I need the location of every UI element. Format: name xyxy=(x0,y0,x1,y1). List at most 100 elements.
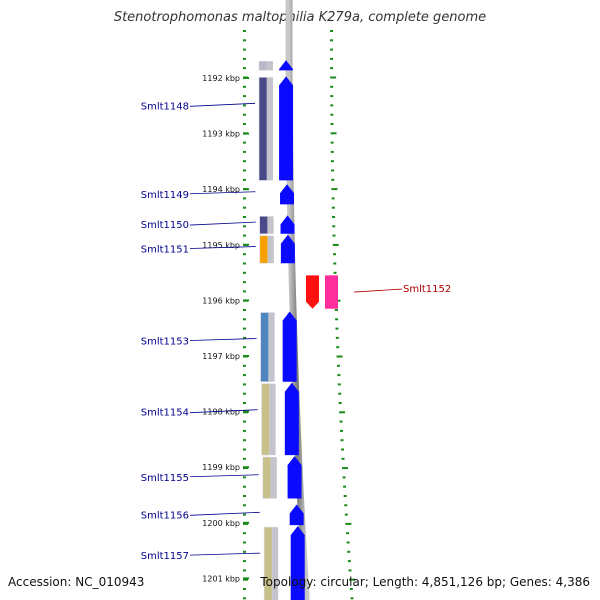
scale-dot-right xyxy=(331,197,335,200)
gene-arrow-forward[interactable] xyxy=(280,234,295,264)
scale-dot-left xyxy=(243,429,246,432)
scale-dot-right xyxy=(330,48,334,51)
gene-arrow-forward[interactable] xyxy=(290,526,305,600)
scale-dot-right xyxy=(334,309,338,311)
gene-label[interactable]: Smlt1154 xyxy=(141,408,189,419)
scale-dot-right xyxy=(330,67,334,70)
scale-dot-left xyxy=(243,448,246,451)
scale-dot-right xyxy=(340,439,344,442)
gene-arrow-forward[interactable] xyxy=(287,456,302,499)
scale-dot-left xyxy=(243,281,246,284)
gene-label-leader xyxy=(189,409,258,414)
gene-label[interactable]: Smlt1153 xyxy=(141,337,189,348)
scale-dot-right xyxy=(348,569,352,572)
scale-dot-right xyxy=(330,132,337,135)
gene-label-leader xyxy=(189,552,261,556)
scale-dot-left xyxy=(243,346,246,349)
scale-dot-right xyxy=(330,123,334,125)
gene-label[interactable]: Smlt1149 xyxy=(141,190,189,201)
gene-arrow-forward[interactable] xyxy=(280,215,295,234)
gene-arrow-forward[interactable] xyxy=(279,76,294,181)
scale-dot-left xyxy=(243,290,246,293)
scale-dot-left xyxy=(243,225,246,228)
scale-dot-left xyxy=(243,550,246,553)
scale-dot-left xyxy=(243,234,246,237)
scale-dot-right xyxy=(344,504,348,507)
scale-dot-left xyxy=(243,30,246,32)
kbp-tick-label: 1195 kbp xyxy=(202,241,240,250)
gene-label[interactable]: Smlt1150 xyxy=(141,220,189,231)
scale-dot-left xyxy=(243,253,246,256)
feature-box-reverse xyxy=(325,275,338,309)
accession-text: Accession: NC_010943 xyxy=(8,575,145,589)
gene-label-leader xyxy=(189,338,257,341)
scale-dot-right xyxy=(347,550,351,553)
feature-box xyxy=(258,77,268,181)
scale-dot-left xyxy=(243,197,246,200)
gene-label-leader xyxy=(189,246,256,249)
scale-dot-left xyxy=(243,569,246,572)
scale-dot-left xyxy=(243,178,246,181)
kbp-tick-mark xyxy=(243,299,249,302)
scale-dot-left xyxy=(243,560,246,563)
kbp-tick-mark xyxy=(243,577,249,580)
scale-dot-left xyxy=(243,457,246,460)
scale-dot-left xyxy=(243,262,246,265)
kbp-tick-mark xyxy=(243,188,249,191)
gene-label[interactable]: Smlt1155 xyxy=(141,473,189,484)
scale-dot-left xyxy=(243,578,248,581)
scale-dot-right xyxy=(341,448,345,451)
scale-dot-left xyxy=(243,85,246,88)
kbp-tick-label: 1194 kbp xyxy=(202,185,240,194)
scale-dot-left xyxy=(243,95,246,98)
scale-dot-left xyxy=(243,420,246,423)
gene-label[interactable]: Smlt1156 xyxy=(141,510,189,521)
scale-dot-right xyxy=(332,234,336,237)
kbp-tick-label: 1193 kbp xyxy=(202,130,240,139)
genome-title: Stenotrophomonas maltophilia K279a, comp… xyxy=(113,10,487,25)
gene-label[interactable]: Smlt1152 xyxy=(403,284,451,295)
gene-arrow-forward[interactable] xyxy=(282,311,297,382)
scale-dot-left xyxy=(243,39,246,42)
feature-box xyxy=(259,235,269,264)
scale-dot-right xyxy=(340,429,344,432)
scale-dot-right xyxy=(331,206,335,209)
scale-dot-right xyxy=(333,271,337,274)
scale-dot-left xyxy=(243,485,246,488)
scale-dot-left xyxy=(243,169,246,172)
scale-dot-right xyxy=(346,541,350,544)
scale-dot-left xyxy=(243,216,246,218)
scale-dot-right xyxy=(344,513,348,516)
gene-arrow-forward[interactable] xyxy=(280,184,295,205)
kbp-tick-mark xyxy=(243,132,249,135)
scale-dot-right xyxy=(349,578,356,581)
feature-shade xyxy=(267,235,274,264)
gene-arrow-forward[interactable] xyxy=(289,504,304,526)
scale-dot-right xyxy=(341,457,345,460)
feature-box xyxy=(260,312,269,382)
scale-dot-right xyxy=(345,532,349,535)
gene-label[interactable]: Smlt1148 xyxy=(141,101,189,112)
gene-arrow-forward[interactable] xyxy=(279,60,294,71)
scale-dot-left xyxy=(243,206,246,209)
scale-dot-right xyxy=(335,318,339,321)
scale-dot-right xyxy=(331,188,338,191)
feature-box xyxy=(259,185,268,205)
scale-dot-right xyxy=(337,374,341,377)
gene-arrow-forward[interactable] xyxy=(284,382,299,456)
gene-arrow-reverse[interactable] xyxy=(306,275,319,309)
feature-box xyxy=(263,505,272,526)
kbp-tick-mark xyxy=(243,521,249,524)
scale-dot-left xyxy=(243,271,246,274)
scale-dot-left xyxy=(243,532,246,535)
scale-dot-left xyxy=(243,150,246,153)
scale-dot-right xyxy=(339,420,343,423)
scale-dot-right xyxy=(335,336,339,339)
scale-dot-right xyxy=(336,355,343,358)
feature-box xyxy=(258,60,268,71)
gene-label[interactable]: Smlt1151 xyxy=(141,245,189,256)
feature-shade xyxy=(272,527,279,600)
scale-dot-right xyxy=(339,411,346,414)
gene-label[interactable]: Smlt1157 xyxy=(141,551,189,562)
scale-dot-right xyxy=(347,560,351,563)
